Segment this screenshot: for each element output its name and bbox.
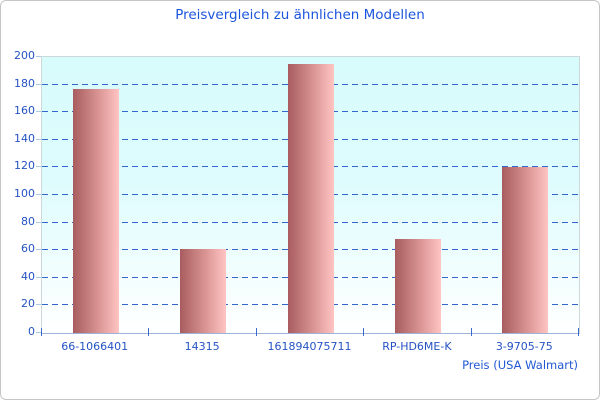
bar xyxy=(72,88,119,333)
y-tick xyxy=(36,194,42,195)
y-tick xyxy=(36,138,42,140)
x-tick-label: 66-1066401 xyxy=(61,340,129,353)
x-tick xyxy=(578,328,579,336)
y-tick xyxy=(36,111,42,113)
y-tick-label: 140 xyxy=(14,131,35,145)
x-tick-label: 161894075711 xyxy=(267,340,352,353)
x-axis-title: Preis (USA Walmart) xyxy=(462,358,578,372)
y-tick-label: 200 xyxy=(14,49,35,62)
bar xyxy=(394,239,441,333)
x-tick xyxy=(148,328,150,336)
y-tick-label: 60 xyxy=(21,242,35,256)
plot-area xyxy=(41,56,580,334)
x-tick xyxy=(470,328,472,336)
y-tick xyxy=(36,276,42,278)
chart-title: Preisvergleich zu ähnlichen Modellen xyxy=(175,7,425,23)
y-tick xyxy=(36,221,42,223)
bar xyxy=(287,63,334,333)
x-tick xyxy=(363,328,365,336)
y-tick xyxy=(36,56,42,57)
y-tick xyxy=(36,249,42,251)
x-tick-label: 14315 xyxy=(184,340,220,353)
y-tick-label: 180 xyxy=(14,76,35,90)
y-tick-label: 100 xyxy=(14,187,35,200)
y-tick-label: 120 xyxy=(14,159,35,173)
y-tick-label: 40 xyxy=(21,269,35,283)
x-tick-label: RP-HD6ME-K xyxy=(382,340,452,353)
y-tick-label: 160 xyxy=(14,104,35,118)
y-tick-label: 20 xyxy=(21,297,35,311)
y-tick-label: 80 xyxy=(21,214,35,228)
x-tick xyxy=(255,328,257,336)
x-tick-label: 3-9705-75 xyxy=(495,340,553,353)
y-tick xyxy=(36,166,42,168)
y-tick xyxy=(36,83,42,85)
bar xyxy=(502,167,549,333)
bar xyxy=(180,248,227,333)
y-tick-label: 0 xyxy=(28,325,35,338)
y-tick xyxy=(36,304,42,306)
x-tick xyxy=(41,328,42,336)
y-tick xyxy=(36,332,42,333)
